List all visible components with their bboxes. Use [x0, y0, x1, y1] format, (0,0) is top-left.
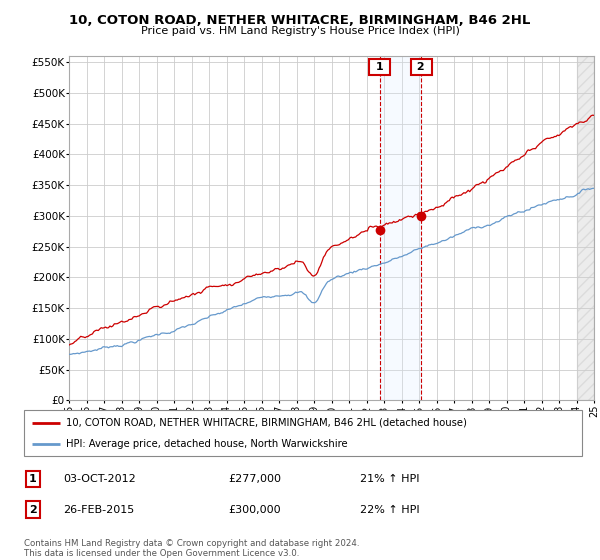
Bar — [380, 56, 421, 400]
Text: 03-OCT-2012: 03-OCT-2012 — [63, 474, 136, 484]
Text: 21% ↑ HPI: 21% ↑ HPI — [360, 474, 419, 484]
Text: 2: 2 — [29, 505, 37, 515]
FancyBboxPatch shape — [24, 410, 582, 456]
Text: £300,000: £300,000 — [228, 505, 281, 515]
Text: HPI: Average price, detached house, North Warwickshire: HPI: Average price, detached house, Nort… — [66, 439, 347, 449]
Text: Price paid vs. HM Land Registry's House Price Index (HPI): Price paid vs. HM Land Registry's House … — [140, 26, 460, 36]
Text: £277,000: £277,000 — [228, 474, 281, 484]
Text: 10, COTON ROAD, NETHER WHITACRE, BIRMINGHAM, B46 2HL (detached house): 10, COTON ROAD, NETHER WHITACRE, BIRMING… — [66, 418, 467, 428]
Text: 1: 1 — [29, 474, 37, 484]
Text: 2: 2 — [413, 62, 429, 72]
Text: 1: 1 — [372, 62, 388, 72]
Bar — [577, 56, 594, 400]
Text: Contains HM Land Registry data © Crown copyright and database right 2024.
This d: Contains HM Land Registry data © Crown c… — [24, 539, 359, 558]
Text: 10, COTON ROAD, NETHER WHITACRE, BIRMINGHAM, B46 2HL: 10, COTON ROAD, NETHER WHITACRE, BIRMING… — [70, 14, 530, 27]
Text: 26-FEB-2015: 26-FEB-2015 — [63, 505, 134, 515]
Text: 22% ↑ HPI: 22% ↑ HPI — [360, 505, 419, 515]
